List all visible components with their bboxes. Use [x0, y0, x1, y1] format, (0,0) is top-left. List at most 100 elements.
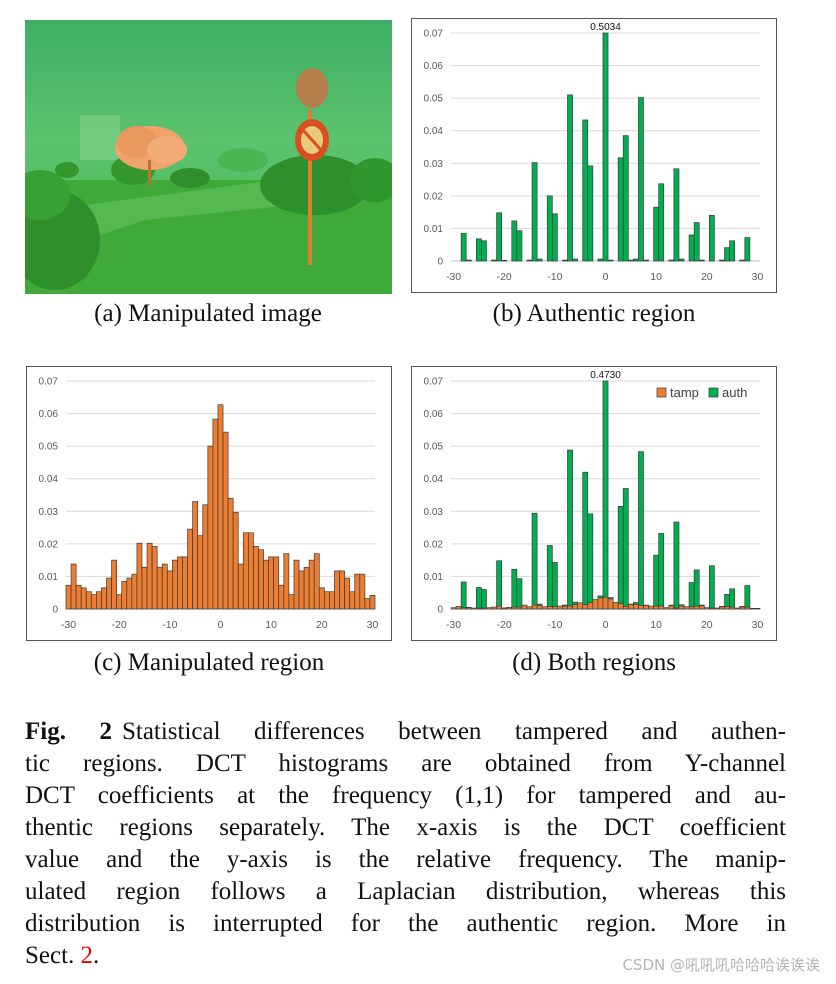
- caption-line: Fig. 2 Statistical differences between ta…: [25, 716, 786, 748]
- bar: [339, 570, 345, 610]
- bar: [106, 577, 112, 610]
- bar: [739, 259, 746, 262]
- data-label: 0.4730: [590, 370, 621, 381]
- section-reference-link[interactable]: 2: [80, 942, 94, 969]
- caption-line: Sect. 2.: [25, 940, 786, 972]
- x-tick-label: -30: [446, 271, 461, 283]
- caption-line: distribution is interrupted for the auth…: [25, 910, 786, 937]
- figure-label: Fig. 2: [25, 718, 112, 745]
- y-tick-label: 0.03: [424, 159, 444, 170]
- bar: [491, 259, 497, 262]
- y-tick-label: 0.02: [424, 191, 444, 202]
- bar: [253, 546, 259, 610]
- bar: [582, 119, 589, 262]
- subcaption-d: (d) Both regions: [512, 649, 676, 676]
- bar: [263, 559, 269, 610]
- tamp-bar: [450, 607, 457, 610]
- legend-swatch: [656, 387, 667, 398]
- tamp-bar: [486, 607, 492, 610]
- bar: [151, 546, 158, 610]
- bar: [90, 594, 97, 610]
- auth-bar: [531, 512, 538, 610]
- x-tick-label: 30: [367, 619, 379, 631]
- bar: [161, 563, 168, 610]
- bar: [202, 504, 209, 610]
- y-tick-label: 0.03: [39, 507, 59, 518]
- bar: [633, 258, 639, 262]
- bar: [268, 556, 275, 610]
- bar: [121, 580, 128, 610]
- bar: [744, 237, 751, 262]
- x-tick-label: -10: [162, 619, 177, 631]
- y-tick-label: 0.07: [39, 377, 59, 388]
- subcaption-a: (a) Manipulated image: [94, 300, 322, 327]
- y-tick-label: 0.03: [424, 507, 444, 518]
- tamp-bar: [602, 596, 609, 610]
- y-tick-label: 0.07: [424, 377, 444, 388]
- auth-bar: [516, 578, 523, 610]
- bar: [526, 259, 533, 262]
- tamp-bar: [592, 599, 599, 610]
- caption-line: thentic regions separately. The x-axis i…: [25, 814, 786, 841]
- subcaption-b: (b) Authentic region: [492, 300, 696, 327]
- caption-line: tic regions. DCT histograms are obtained…: [25, 750, 786, 777]
- bar: [273, 556, 280, 610]
- tamp-bar: [754, 607, 761, 610]
- bar: [65, 584, 72, 610]
- bar: [349, 591, 356, 610]
- tamp-bar: [714, 607, 720, 610]
- auth-bar: [653, 554, 660, 610]
- tamp-bar: [577, 602, 584, 610]
- tamp-bar: [470, 607, 477, 610]
- tamp-bar: [506, 607, 513, 610]
- bar: [192, 501, 199, 610]
- bar: [516, 230, 523, 262]
- legend-item-tamp: tamp: [656, 385, 699, 400]
- bar: [622, 135, 629, 262]
- tamp-bar: [703, 607, 710, 610]
- x-tick-label: -20: [112, 619, 127, 631]
- x-tick-label: -20: [497, 271, 512, 283]
- bar: [673, 168, 680, 262]
- bar: [136, 542, 143, 610]
- tamp-bar: [526, 606, 533, 610]
- bar: [546, 195, 553, 262]
- bar: [693, 222, 700, 262]
- x-tick-label: 30: [752, 619, 764, 631]
- tamp-bar: [622, 606, 629, 610]
- bar: [597, 258, 604, 262]
- tamp-bar: [551, 606, 558, 610]
- tampered-tree: [115, 126, 187, 185]
- tamp-bar: [531, 604, 538, 610]
- bar: [724, 247, 730, 262]
- auth-bar: [511, 568, 518, 610]
- tampered-sign: [295, 68, 329, 265]
- tamp-bar: [572, 604, 578, 610]
- y-tick-label: 0.05: [424, 94, 444, 105]
- bar: [227, 497, 234, 610]
- tamp-bar: [607, 598, 614, 610]
- caption-text: Sect.: [25, 942, 81, 969]
- bar: [70, 563, 77, 610]
- legend-item-auth: auth: [708, 385, 747, 400]
- tamp-bar: [481, 607, 487, 610]
- bar: [638, 97, 644, 262]
- y-tick-label: 0: [437, 257, 443, 268]
- bar: [303, 566, 310, 610]
- x-tick-label: 20: [701, 619, 713, 631]
- bar: [729, 240, 736, 262]
- tamp-bar: [749, 607, 756, 610]
- tamp-bar: [633, 604, 639, 610]
- x-tick-label: -30: [61, 619, 76, 631]
- bar: [364, 598, 371, 610]
- bar: [658, 183, 665, 262]
- subcaption-c: (c) Manipulated region: [93, 649, 325, 676]
- tamp-bar: [582, 604, 589, 610]
- bar: [172, 559, 178, 610]
- legend-swatch: [708, 387, 719, 398]
- tamp-bar: [516, 606, 523, 610]
- auth-bar: [587, 513, 594, 610]
- auth-bar: [744, 585, 751, 610]
- y-tick-label: 0.05: [424, 442, 444, 453]
- chart-both-regions: 0 0.01 0.02 0.03 0.04 0.05 0.06 0.07 -30 -20 -10 0 1…: [411, 366, 777, 641]
